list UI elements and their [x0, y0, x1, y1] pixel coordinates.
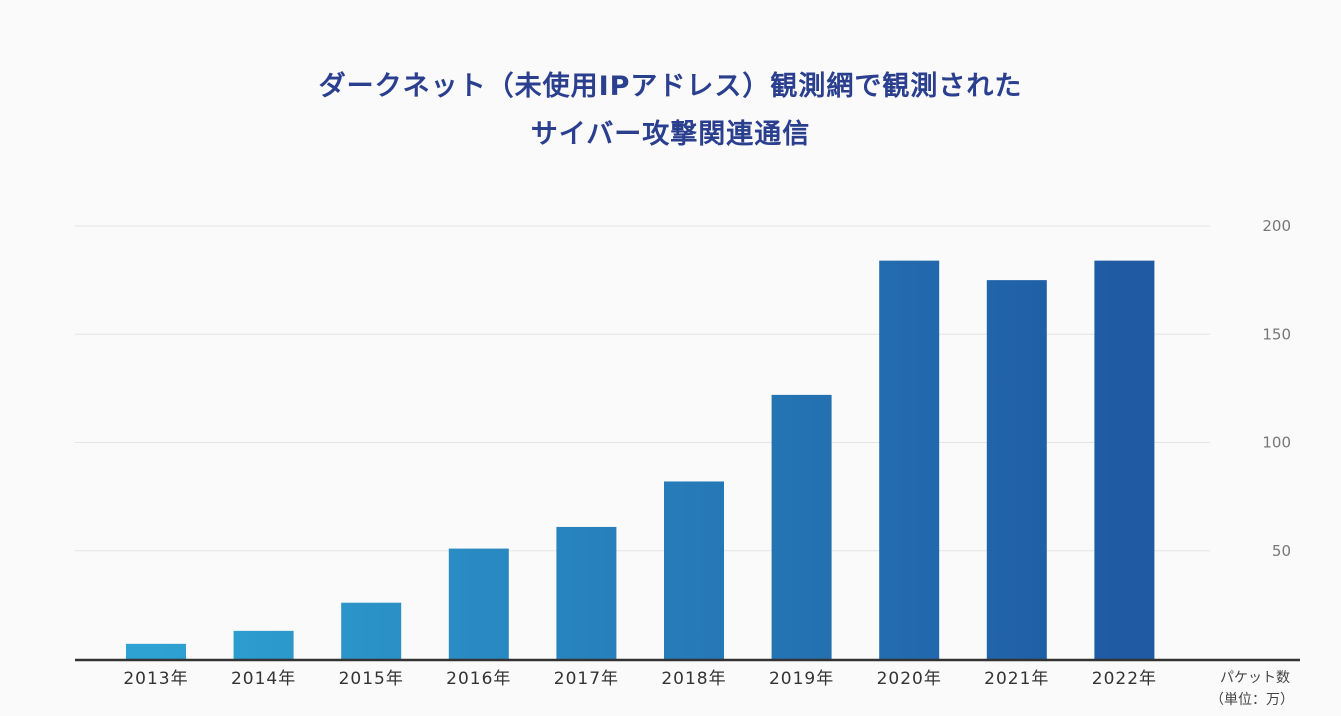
y-tick-label: 50 [1272, 542, 1291, 560]
bar [233, 630, 294, 659]
x-tick-label: 2014年 [231, 669, 296, 689]
bars [126, 260, 1155, 659]
x-tick-label: 2020年 [877, 669, 942, 689]
chart-title-line-1: ダークネット（未使用IPアドレス）観測網で観測された [318, 71, 1023, 102]
y-axis-ticks: 50 100 150 200 [1262, 217, 1291, 560]
x-axis-ticks: 2013年 2014年 2015年 2016年 2017年 2018年 2019年 2020年… [123, 669, 1157, 689]
bar [879, 260, 940, 659]
x-tick-label: 2021年 [984, 669, 1049, 689]
x-tick-label: 2013年 [123, 669, 188, 689]
bar [986, 280, 1047, 659]
bar [126, 643, 186, 659]
y-tick-label: 100 [1262, 434, 1291, 452]
bar [448, 548, 509, 659]
x-tick-label: 2015年 [339, 669, 404, 689]
y-tick-label: 150 [1262, 325, 1291, 343]
bar [1094, 260, 1155, 659]
y-tick-label: 200 [1262, 217, 1291, 235]
bar [664, 481, 724, 659]
x-tick-label: 2017年 [554, 669, 619, 689]
y-axis-unit-label-line-1: パケット数 [1220, 670, 1290, 686]
y-axis-unit-label-line-2: （単位：万） [1210, 692, 1294, 708]
bar [556, 526, 617, 659]
x-tick-label: 2019年 [769, 669, 834, 689]
x-tick-label: 2018年 [661, 669, 726, 689]
chart-title-line-2: サイバー攻撃関連通信 [530, 119, 811, 150]
bar [771, 394, 832, 659]
bar [341, 602, 402, 659]
x-tick-label: 2016年 [446, 669, 511, 689]
x-tick-label: 2022年 [1092, 669, 1157, 689]
